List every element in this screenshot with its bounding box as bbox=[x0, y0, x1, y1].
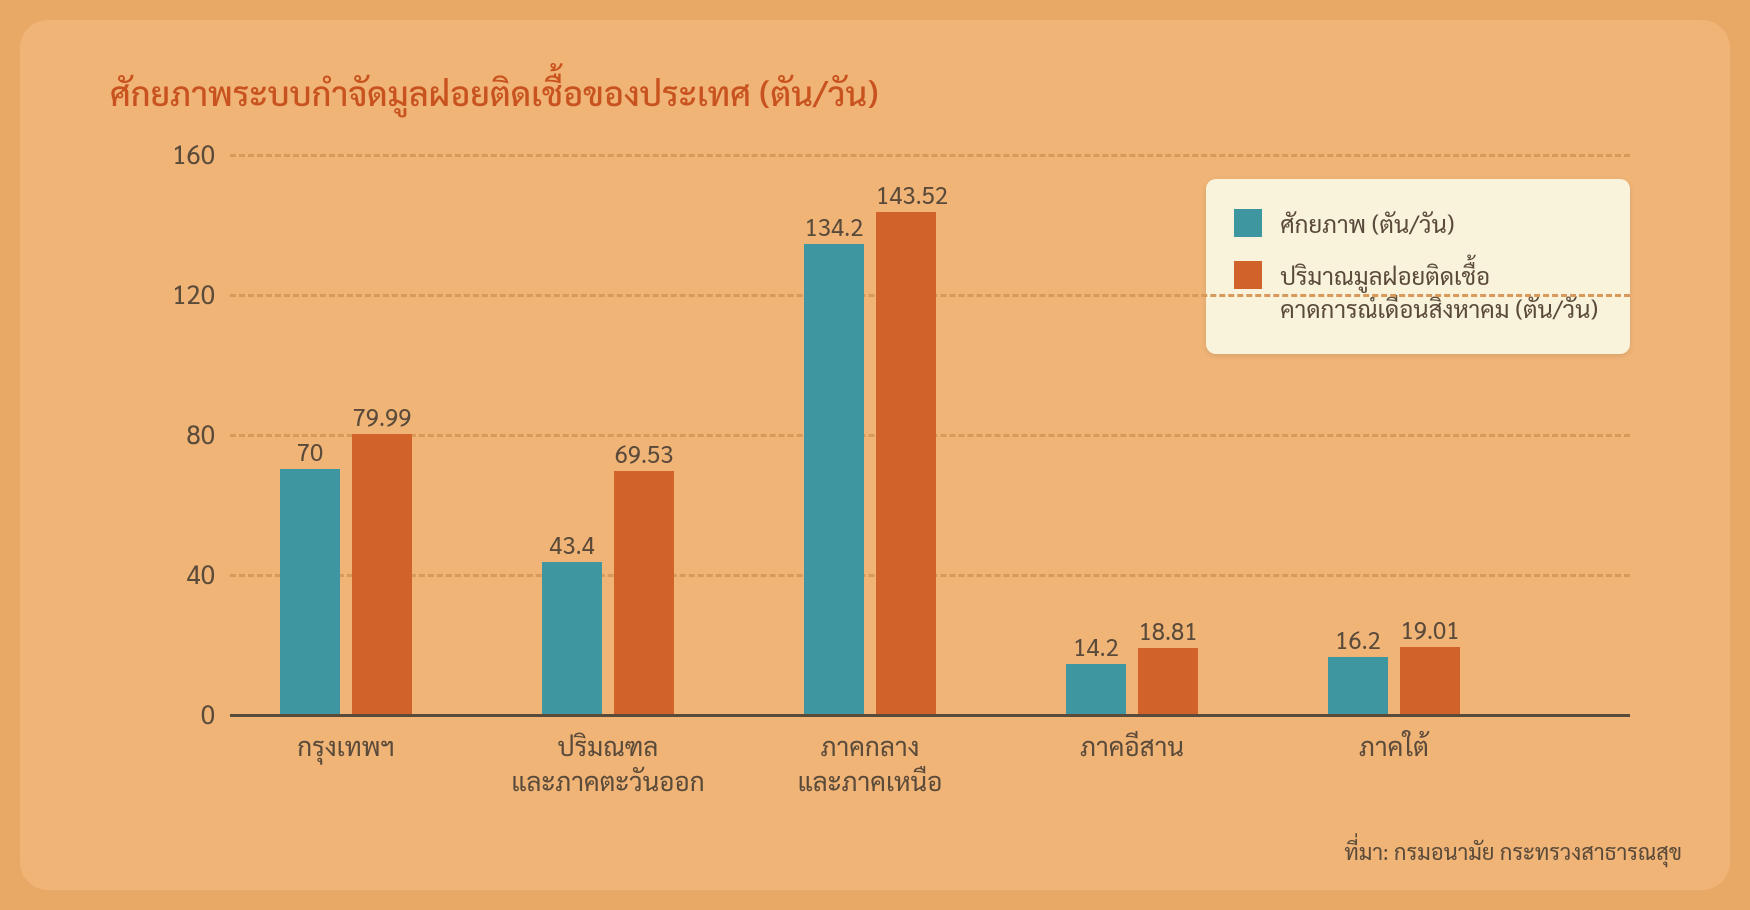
legend-swatch-0 bbox=[1234, 209, 1262, 237]
y-axis-label: 120 bbox=[145, 277, 215, 311]
y-axis-label: 0 bbox=[145, 697, 215, 731]
y-axis-label: 40 bbox=[145, 557, 215, 591]
legend-item-0: ศักยภาพ (ตัน/วัน) bbox=[1234, 207, 1598, 241]
legend-item-1: ปริมาณมูลฝอยติดเชื้อคาดการณ์เดือนสิงหาคม… bbox=[1234, 259, 1598, 326]
y-axis-label: 160 bbox=[145, 137, 215, 171]
chart-title: ศักยภาพระบบกำจัดมูลฝอยติดเชื้อของประเทศ … bbox=[110, 70, 1670, 114]
bar: 14.2 bbox=[1066, 664, 1126, 714]
category-label: ภาคอีสาน bbox=[1006, 729, 1258, 764]
bar-value-label: 143.52 bbox=[876, 178, 936, 210]
bar: 19.01 bbox=[1400, 647, 1460, 714]
bar: 16.2 bbox=[1328, 657, 1388, 714]
grid-line bbox=[230, 154, 1630, 157]
chart-card: ศักยภาพระบบกำจัดมูลฝอยติดเชื้อของประเทศ … bbox=[20, 20, 1730, 890]
bar-value-label: 69.53 bbox=[614, 437, 674, 469]
category-label: ภาคใต้ bbox=[1268, 729, 1520, 764]
chart-plot-area: ศักยภาพ (ตัน/วัน) ปริมาณมูลฝอยติดเชื้อคา… bbox=[230, 154, 1630, 714]
bar-value-label: 19.01 bbox=[1400, 613, 1460, 645]
bar-value-label: 43.4 bbox=[542, 528, 602, 560]
bar-value-label: 14.2 bbox=[1066, 630, 1126, 662]
chart-legend: ศักยภาพ (ตัน/วัน) ปริมาณมูลฝอยติดเชื้อคา… bbox=[1206, 179, 1630, 354]
bar-value-label: 134.2 bbox=[804, 210, 864, 242]
bar: 69.53 bbox=[614, 471, 674, 714]
legend-label-0: ศักยภาพ (ตัน/วัน) bbox=[1280, 207, 1454, 241]
category-label: กรุงเทพฯ bbox=[220, 729, 472, 764]
category-label: ปริมณฑลและภาคตะวันออก bbox=[482, 729, 734, 799]
category-label: ภาคกลางและภาคเหนือ bbox=[744, 729, 996, 799]
bar-value-label: 70 bbox=[280, 435, 340, 467]
bar-value-label: 16.2 bbox=[1328, 623, 1388, 655]
bar: 79.99 bbox=[352, 434, 412, 714]
bar: 18.81 bbox=[1138, 648, 1198, 714]
bar: 70 bbox=[280, 469, 340, 714]
bar: 43.4 bbox=[542, 562, 602, 714]
bar-value-label: 79.99 bbox=[352, 400, 412, 432]
bar: 143.52 bbox=[876, 212, 936, 714]
y-axis-label: 80 bbox=[145, 417, 215, 451]
bar-value-label: 18.81 bbox=[1138, 614, 1198, 646]
bar: 134.2 bbox=[804, 244, 864, 714]
baseline bbox=[230, 714, 1630, 717]
chart-source: ที่มา: กรมอนามัย กระทรวงสาธารณสุข bbox=[1344, 838, 1682, 866]
legend-swatch-1 bbox=[1234, 261, 1262, 289]
legend-label-1: ปริมาณมูลฝอยติดเชื้อคาดการณ์เดือนสิงหาคม… bbox=[1280, 259, 1598, 326]
